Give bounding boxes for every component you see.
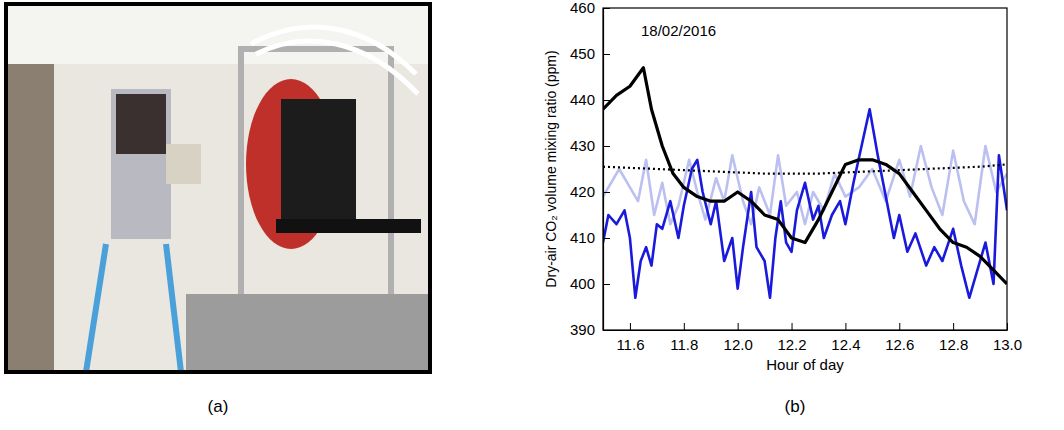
tick-mark xyxy=(603,192,610,193)
tick-mark xyxy=(603,284,610,285)
tick-mark xyxy=(953,323,954,330)
tick: 11.6 xyxy=(616,323,644,353)
series-line xyxy=(603,109,1007,298)
panel-label: (b) xyxy=(785,397,806,416)
series-group xyxy=(603,68,1007,298)
tick: 400 xyxy=(570,275,610,292)
photo-spectrometer xyxy=(281,99,356,229)
y-axis-title: Dry-air CO₂ volume mixing ratio (ppm) xyxy=(543,50,559,287)
tick-mark xyxy=(603,238,610,239)
photo-cables xyxy=(251,27,418,94)
panel-label: (a) xyxy=(208,397,229,416)
tick-label: 12.0 xyxy=(724,336,753,353)
tick-label: 460 xyxy=(570,0,595,16)
tick-mark xyxy=(603,54,610,55)
x-axis: 11.6 11.8 12.0 12.2 12.4 12.6 12.8 13.0 xyxy=(604,323,1023,353)
tick: 12.4 xyxy=(831,323,860,353)
photo-tracker-head xyxy=(116,94,166,154)
tick: 12.0 xyxy=(724,323,753,353)
tick-mark xyxy=(845,323,846,330)
figure: (a) 11.6 11.8 12.0 12.2 12.4 12.6 12.8 13.0 390 40… xyxy=(0,0,1064,430)
tick-label: 450 xyxy=(570,45,595,62)
y-axis: 390 400 410 420 430 440 450 460 xyxy=(570,0,610,338)
tick-mark xyxy=(684,323,685,330)
tick-label: 420 xyxy=(570,183,595,200)
photo-panel xyxy=(6,4,430,372)
tick-label: 390 xyxy=(570,321,595,338)
tick-label: 410 xyxy=(570,229,595,246)
photo-background xyxy=(6,4,430,372)
tick-label: 440 xyxy=(570,91,595,108)
tick-label: 12.2 xyxy=(777,336,806,353)
tick: 12.6 xyxy=(885,323,914,353)
tick-label: 13.0 xyxy=(993,336,1022,353)
plot-frame xyxy=(603,8,1007,330)
tick-mark xyxy=(603,146,610,147)
tick: 410 xyxy=(570,229,610,246)
series-line xyxy=(603,68,1007,284)
tick-label: 400 xyxy=(570,275,595,292)
tick-label: 12.6 xyxy=(885,336,914,353)
tick: 420 xyxy=(570,183,610,200)
photo-frame-rig xyxy=(241,49,391,299)
tick-label: 11.8 xyxy=(670,336,698,353)
tick: 12.8 xyxy=(939,323,968,353)
photo-tracker xyxy=(111,89,171,239)
photo-stand xyxy=(86,244,181,372)
tick: 12.2 xyxy=(777,323,806,353)
tick-mark xyxy=(603,100,610,101)
tick-label: 11.6 xyxy=(616,336,644,353)
tick: 450 xyxy=(570,45,610,62)
tick-mark xyxy=(792,323,793,330)
tick-label: 12.4 xyxy=(831,336,860,353)
x-axis-title: Hour of day xyxy=(766,356,844,373)
tick-label: 430 xyxy=(570,137,595,154)
tick: 440 xyxy=(570,91,610,108)
photo-telescope xyxy=(166,144,201,184)
tick-label: 12.8 xyxy=(939,336,968,353)
tick-mark xyxy=(630,323,631,330)
tick: 430 xyxy=(570,137,610,154)
photo-bench xyxy=(186,294,430,372)
series-line xyxy=(603,164,1007,173)
tick-mark xyxy=(738,323,739,330)
photo-rail xyxy=(276,219,421,233)
annotation: 18/02/2016 xyxy=(641,22,716,39)
photo-border xyxy=(6,4,430,372)
tick-mark xyxy=(899,323,900,330)
tick: 11.8 xyxy=(670,323,698,353)
